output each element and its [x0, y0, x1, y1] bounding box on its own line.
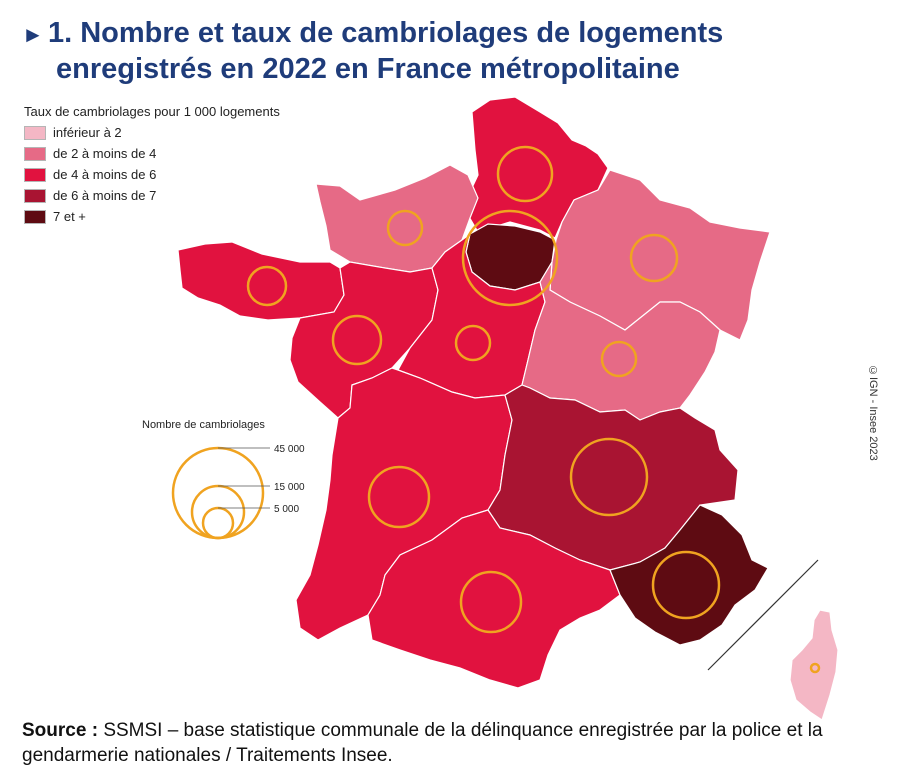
size-legend-circle-small: [201, 506, 235, 540]
color-legend: inférieur à 2 de 2 à moins de 4 de 4 à m…: [24, 122, 156, 227]
legend-item-6-7: de 6 à moins de 7: [24, 185, 156, 206]
source-text: SSMSI – base statistique communale de la…: [22, 720, 823, 766]
legend-swatch-7plus: [24, 209, 46, 224]
circle-normandie: [386, 209, 424, 247]
source-label: Source :: [22, 720, 99, 741]
region-bretagne: [177, 241, 345, 321]
circle-pays-de-la-loire: [331, 314, 383, 366]
circle-auvergne-rhone-alpes: [569, 437, 649, 517]
legend-item-2-4: de 2 à moins de 4: [24, 143, 156, 164]
circle-provence-alpes-cote-dazur: [651, 550, 721, 620]
region-occitanie: [367, 509, 621, 689]
size-legend-circle-medium: [190, 484, 246, 540]
circle-grand-est: [629, 233, 679, 283]
legend-title: Taux de cambriolages pour 1 000 logement…: [24, 104, 280, 119]
legend-swatch-2-4: [24, 146, 46, 161]
legend-swatch-lt2: [24, 125, 46, 140]
corse-inset-separator: [707, 559, 819, 671]
title-marker-icon: ►: [22, 22, 44, 47]
legend-swatch-4-6: [24, 167, 46, 182]
map-credit: ©IGN - Insee 2023: [867, 365, 879, 461]
legend-label-7plus: 7 et +: [53, 209, 86, 224]
legend-label-2-4: de 2 à moins de 4: [53, 146, 157, 161]
circle-centre-val-de-loire: [454, 324, 492, 362]
size-legend-value-large: 45 000: [274, 444, 305, 455]
proportional-circles: [246, 145, 821, 674]
size-legend-value-small: 5 000: [274, 504, 299, 515]
legend-label-lt2: inférieur à 2: [53, 125, 122, 140]
size-legend-circle-large: [171, 446, 265, 540]
size-legend-value-medium: 15 000: [274, 482, 305, 493]
legend-item-4-6: de 4 à moins de 6: [24, 164, 156, 185]
title-line-1: 1. Nombre et taux de cambriolages de log…: [48, 17, 724, 49]
size-legend-title: Nombre de cambriolages: [142, 419, 265, 431]
circle-bretagne: [246, 265, 288, 307]
circle-ile-de-france: [461, 209, 559, 307]
legend-swatch-6-7: [24, 188, 46, 203]
legend-label-6-7: de 6 à moins de 7: [53, 188, 157, 203]
circle-nouvelle-aquitaine: [367, 465, 431, 529]
circle-hauts-de-france: [496, 145, 554, 203]
legend-item-7plus: 7 et +: [24, 206, 156, 227]
chart-title: ► 1. Nombre et taux de cambriolages de lo…: [22, 16, 882, 86]
circle-occitanie: [459, 570, 523, 634]
title-line-2: enregistrés en 2022 en France métropolit…: [56, 53, 680, 85]
source-note: Source : SSMSI – base statistique commun…: [22, 718, 882, 768]
legend-label-4-6: de 4 à moins de 6: [53, 167, 157, 182]
circle-corse: [809, 662, 821, 674]
size-legend: Nombre de cambriolages 45 000 15 000 5 0…: [142, 419, 305, 540]
legend-item-lt2: inférieur à 2: [24, 122, 156, 143]
region-provence-alpes-cote-dazur: [609, 504, 769, 646]
circle-bourgogne-franche-comte: [600, 340, 638, 378]
